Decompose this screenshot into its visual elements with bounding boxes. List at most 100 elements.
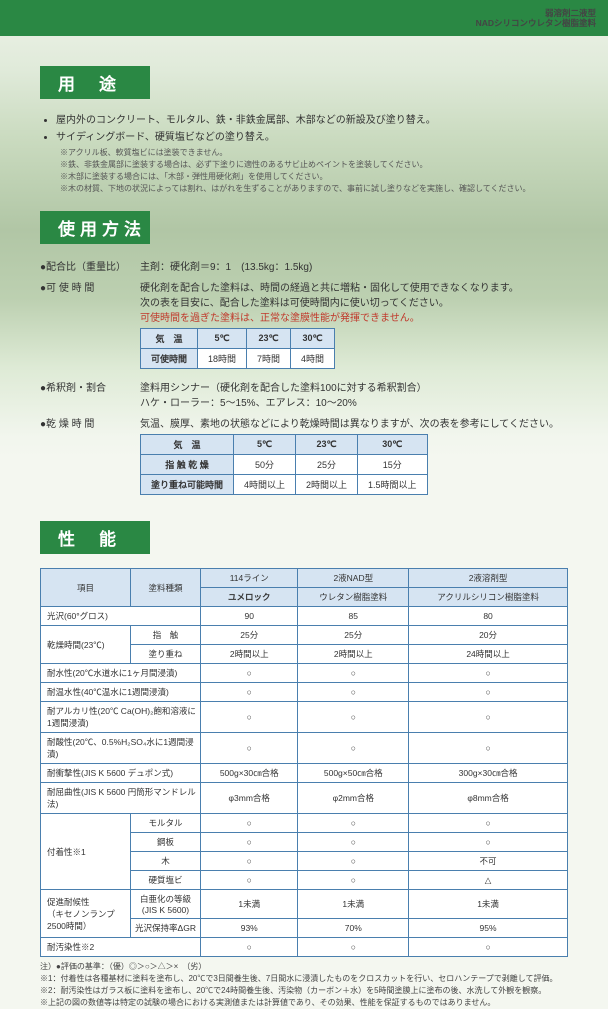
table-row: 耐屈曲性(JIS K 5600 円筒形マンドレル法)φ3mm合格φ2mm合格φ8… xyxy=(41,783,568,814)
dilute-body: 塗料用シンナー（硬化剤を配合した塗料100に対する希釈割合） ハケ・ローラー：5… xyxy=(140,379,568,409)
perf-col3b: アクリルシリコン樹脂塗料 xyxy=(409,588,568,607)
perf-cell: ○ xyxy=(298,938,409,957)
potlife-v30: 4時間 xyxy=(291,349,335,369)
perf-h-item: 項目 xyxy=(41,569,131,607)
perf-row-label: 付着性※1 xyxy=(41,814,131,890)
perf-cell: 1未満 xyxy=(409,890,568,919)
perf-cell: 80 xyxy=(409,607,568,626)
perf-col2b: ウレタン樹脂塗料 xyxy=(298,588,409,607)
table-row: 耐温水性(40℃温水に1週間浸漬)○○○ xyxy=(41,683,568,702)
subtitle-line2: NADシリコンウレタン樹脂塗料 xyxy=(476,18,596,28)
performance-table: 項目 塗料種類 114ライン 2液NAD型 2液溶剤型 ユメロック ウレタン樹脂… xyxy=(40,568,568,957)
perf-cell: 25分 xyxy=(298,626,409,645)
potlife-label: ●可 使 時 間 xyxy=(40,279,140,373)
ratio-body: 主剤：硬化剤＝9：1 (13.5kg：1.5kg) xyxy=(140,258,568,273)
perf-cell: 24時間以上 xyxy=(409,645,568,664)
perf-cell: 2時間以上 xyxy=(201,645,298,664)
perf-row-sublabel: 木 xyxy=(131,852,201,871)
perf-cell: 20分 xyxy=(409,626,568,645)
perf-row-sublabel: 塗り重ね xyxy=(131,645,201,664)
perf-col2a: 2液NAD型 xyxy=(298,569,409,588)
perf-cell: ○ xyxy=(298,814,409,833)
footnote-2: ※2：耐汚染性はガラス板に塗料を塗布し、20℃で24時間養生後、汚染物（カーボン… xyxy=(40,985,568,997)
perf-h-type: 塗料種類 xyxy=(131,569,201,607)
dry-r2-30: 1.5時間以上 xyxy=(358,475,428,495)
perf-cell: 90 xyxy=(201,607,298,626)
dry-h23: 23℃ xyxy=(296,435,358,455)
dry-label: ●乾 燥 時 間 xyxy=(40,415,140,499)
table-row: 乾燥時間(23℃)指 触25分25分20分 xyxy=(41,626,568,645)
perf-cell: ○ xyxy=(409,733,568,764)
perf-cell: ○ xyxy=(298,852,409,871)
potlife-table: 気 温 5℃ 23℃ 30℃ 可使時間 18時間 7時間 4時間 xyxy=(140,328,335,369)
perf-row-label: 耐衝撃性(JIS K 5600 デュポン式) xyxy=(41,764,201,783)
perf-cell: 70% xyxy=(298,919,409,938)
perf-cell: △ xyxy=(409,871,568,890)
table-row: 光沢(60°グロス)908580 xyxy=(41,607,568,626)
perf-row-label: 耐温水性(40℃温水に1週間浸漬) xyxy=(41,683,201,702)
perf-cell: ○ xyxy=(201,814,298,833)
perf-cell: 85 xyxy=(298,607,409,626)
dry-h30: 30℃ xyxy=(358,435,428,455)
potlife-text1: 硬化剤を配合した塗料は、時間の経過と共に増粘・固化して使用できなくなります。 xyxy=(140,283,519,294)
potlife-rowlabel: 可使時間 xyxy=(141,349,198,369)
table-row: 付着性※1モルタル○○○ xyxy=(41,814,568,833)
dry-row: ●乾 燥 時 間 気温、膜厚、素地の状態などにより乾燥時間は異なりますが、次の表… xyxy=(40,415,568,499)
perf-cell: ○ xyxy=(298,733,409,764)
subtitle-line1: 弱溶剤二液型 xyxy=(545,8,596,18)
perf-row-sublabel: 鋼板 xyxy=(131,833,201,852)
usage-note-2: ※鉄、非鉄金属部に塗装する場合は、必ず下塗りに適性のあるサビ止めペイントを塗装し… xyxy=(60,159,568,171)
dry-r2-5: 4時間以上 xyxy=(234,475,296,495)
potlife-text3: 可使時間を過ぎた塗料は、正常な塗膜性能が発揮できません。 xyxy=(140,313,420,324)
page-content: 用途 屋内外のコンクリート、モルタル、鉄・非鉄金属部、木部などの新設及び塗り替え… xyxy=(0,36,608,1009)
ratio-row: ●配合比（重量比） 主剤：硬化剤＝9：1 (13.5kg：1.5kg) xyxy=(40,258,568,273)
perf-cell: 25分 xyxy=(201,626,298,645)
footnote-1: ※1：付着性は各種基材に塗料を塗布し、20℃で3日間養生後、7日間水に浸漬したも… xyxy=(40,973,568,985)
potlife-h30: 30℃ xyxy=(291,329,335,349)
usage-bullets: 屋内外のコンクリート、モルタル、鉄・非鉄金属部、木部などの新設及び塗り替え。 サ… xyxy=(40,111,568,143)
perf-cell: 95% xyxy=(409,919,568,938)
perf-row-label: 耐水性(20℃水道水に1ヶ月間浸漬) xyxy=(41,664,201,683)
perf-row-label: 耐酸性(20℃、0.5%H₂SO₄水に1週間浸漬) xyxy=(41,733,201,764)
perf-row-sublabel: 指 触 xyxy=(131,626,201,645)
perf-row-label: 乾燥時間(23℃) xyxy=(41,626,131,664)
footnotes: 注）●評価の基準：（優）◎＞○＞△＞× （劣） ※1：付着性は各種基材に塗料を塗… xyxy=(40,961,568,1009)
perf-cell: ○ xyxy=(409,702,568,733)
dry-text: 気温、膜厚、素地の状態などにより乾燥時間は異なりますが、次の表を参考にしてくださ… xyxy=(140,419,559,430)
ratio-label: ●配合比（重量比） xyxy=(40,258,140,273)
perf-cell: ○ xyxy=(409,664,568,683)
perf-cell: ○ xyxy=(409,683,568,702)
table-row: 耐衝撃性(JIS K 5600 デュポン式)500g×30㎝合格500g×50㎝… xyxy=(41,764,568,783)
table-row: 耐アルカリ性(20℃ Ca(OH)₂飽和溶液に1週間浸漬)○○○ xyxy=(41,702,568,733)
perf-row-sublabel: 光沢保持率ΔGR xyxy=(131,919,201,938)
dry-r2-23: 2時間以上 xyxy=(296,475,358,495)
perf-cell: 500g×50㎝合格 xyxy=(298,764,409,783)
perf-cell: φ8mm合格 xyxy=(409,783,568,814)
perf-cell: ○ xyxy=(201,938,298,957)
potlife-v23: 7時間 xyxy=(247,349,291,369)
perf-cell: ○ xyxy=(201,871,298,890)
perf-cell: ○ xyxy=(409,814,568,833)
perf-cell: ○ xyxy=(298,683,409,702)
perf-cell: φ3mm合格 xyxy=(201,783,298,814)
potlife-body: 硬化剤を配合した塗料は、時間の経過と共に増粘・固化して使用できなくなります。 次… xyxy=(140,279,568,373)
dry-table: 気 温 5℃ 23℃ 30℃ 指 触 乾 燥 50分 25分 15分 塗り重ね可… xyxy=(140,434,428,495)
table-row: 耐水性(20℃水道水に1ヶ月間浸漬)○○○ xyxy=(41,664,568,683)
dry-r1-5: 50分 xyxy=(234,455,296,475)
usage-bullet-1: 屋内外のコンクリート、モルタル、鉄・非鉄金属部、木部などの新設及び塗り替え。 xyxy=(56,111,568,126)
table-row: 促進耐候性 （キセノンランプ2500時間）白亜化の等級(JIS K 5600)1… xyxy=(41,890,568,919)
perf-cell: 500g×30㎝合格 xyxy=(201,764,298,783)
footnote-0: 注）●評価の基準：（優）◎＞○＞△＞× （劣） xyxy=(40,961,568,973)
section-method-label: 使用方法 xyxy=(40,211,150,244)
section-perf-label: 性能 xyxy=(40,521,150,554)
dilute-text2: ハケ・ローラー：5～15%、エアレス：10～20% xyxy=(140,398,357,409)
perf-cell: ○ xyxy=(409,833,568,852)
perf-cell: ○ xyxy=(298,702,409,733)
dilute-label: ●希釈剤・割合 xyxy=(40,379,140,409)
dry-body: 気温、膜厚、素地の状態などにより乾燥時間は異なりますが、次の表を参考にしてくださ… xyxy=(140,415,568,499)
perf-row-label: 耐屈曲性(JIS K 5600 円筒形マンドレル法) xyxy=(41,783,201,814)
table-row: 耐酸性(20℃、0.5%H₂SO₄水に1週間浸漬)○○○ xyxy=(41,733,568,764)
perf-col3a: 2液溶剤型 xyxy=(409,569,568,588)
section-usage-label: 用途 xyxy=(40,66,150,99)
perf-row-sublabel: モルタル xyxy=(131,814,201,833)
